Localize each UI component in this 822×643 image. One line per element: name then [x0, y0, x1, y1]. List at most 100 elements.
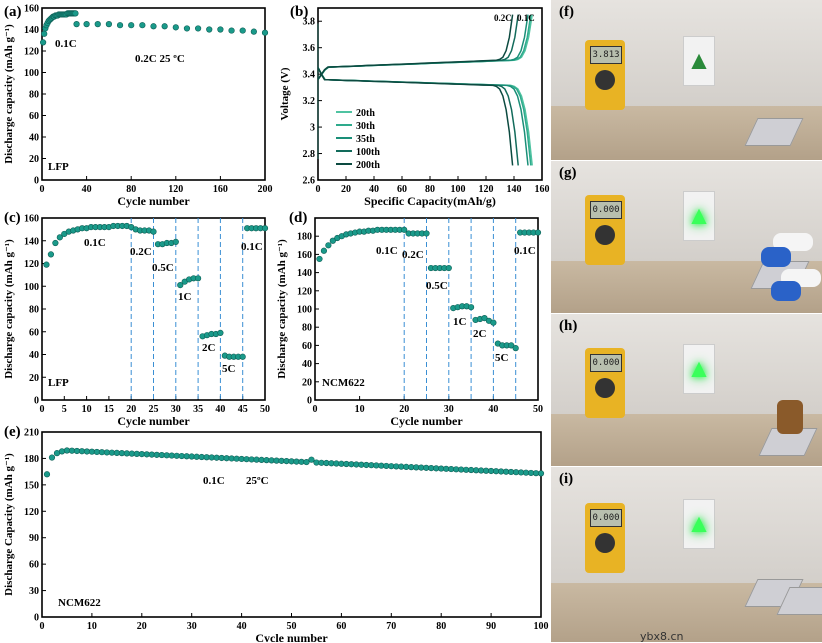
- data-point-0.2C: [139, 22, 146, 29]
- tree-icon: ▲: [686, 201, 712, 230]
- data-point: [43, 261, 50, 268]
- legend-entry: 35th: [356, 134, 375, 145]
- charge-curve-20th: [317, 14, 533, 80]
- y-tick-label: 140: [24, 236, 39, 247]
- x-tick-label: 40: [237, 621, 247, 632]
- y-axis-label: Voltage (V): [279, 67, 291, 120]
- multimeter-dial: [595, 533, 615, 553]
- annotation: 0.2C 25 ºC: [135, 53, 185, 65]
- discharge-curve-200th: [317, 67, 514, 166]
- x-tick-label: 30: [171, 404, 181, 415]
- y-tick-label: 40: [29, 350, 39, 361]
- data-point: [48, 454, 56, 461]
- x-tick-label: 15: [104, 404, 114, 415]
- plot-frame: [41, 7, 266, 181]
- data-point: [490, 319, 497, 326]
- x-tick-label: 50: [287, 621, 297, 632]
- data-point-0.2C: [116, 22, 124, 29]
- y-tick-label: 3.2: [303, 96, 316, 107]
- y-tick-label: 180: [297, 232, 312, 243]
- x-tick-label: 100: [534, 621, 549, 632]
- y-tick-label: 60: [29, 560, 39, 571]
- data-point-0.2C: [172, 24, 179, 31]
- x-tick-label: 160: [213, 184, 228, 195]
- y-tick-label: 120: [24, 507, 39, 518]
- annotation: NCM622: [58, 597, 101, 609]
- x-tick-label: 40: [215, 404, 225, 415]
- y-tick-label: 3: [310, 123, 315, 134]
- x-tick-label: 60: [336, 621, 346, 632]
- annotation: 5C: [495, 352, 509, 364]
- y-tick-label: 3.8: [303, 17, 316, 28]
- x-tick-label: 160: [535, 184, 550, 195]
- annotation: 2C: [473, 328, 487, 340]
- y-axis-label: Discharge Capacity (mAh g⁻¹): [3, 453, 15, 596]
- annotation: 0.2C: [402, 249, 424, 261]
- x-tick-label: 30: [187, 621, 197, 632]
- x-tick-label: 25: [149, 404, 159, 415]
- data-point: [423, 230, 430, 237]
- data-point-0.2C: [239, 27, 246, 34]
- x-tick-label: 0: [40, 184, 45, 195]
- annotation: 0.1C: [241, 241, 263, 253]
- annotation: 5C: [222, 363, 236, 375]
- x-tick-label: 50: [260, 404, 270, 415]
- y-tick-label: 40: [302, 359, 312, 370]
- panel-label: (e): [4, 424, 21, 440]
- y-tick-label: 60: [302, 341, 312, 352]
- y-axis-label: Discharge capacity (mAh g⁻¹): [3, 239, 15, 379]
- panel-label: (h): [559, 318, 578, 334]
- y-tick-label: 80: [29, 90, 39, 101]
- legend-entry: 200th: [356, 160, 380, 171]
- data-point-0.2C: [150, 23, 157, 30]
- multimeter: 3.813: [585, 40, 625, 110]
- y-tick-label: 80: [29, 305, 39, 316]
- y-axis-label: Discharge capacity (mAh g⁻¹): [3, 24, 15, 164]
- annotation: 0.1C: [55, 38, 77, 50]
- data-point: [58, 448, 66, 455]
- annotation: 2C: [202, 342, 216, 354]
- watermark: ybx8.cn: [640, 630, 684, 643]
- x-tick-label: 10: [355, 404, 365, 415]
- multimeter-dial: [595, 378, 615, 398]
- y-tick-label: 120: [297, 286, 312, 297]
- data-point-0.2C: [183, 25, 191, 32]
- x-tick-label: 60: [397, 184, 407, 195]
- y-tick-label: 140: [24, 25, 39, 36]
- legend-entry: 100th: [356, 147, 380, 158]
- data-point: [43, 471, 51, 478]
- multimeter: 0.000: [585, 503, 625, 573]
- data-point: [325, 242, 332, 249]
- data-point-0.2C: [161, 23, 168, 30]
- data-point: [303, 458, 310, 466]
- data-point-0.2C: [261, 29, 269, 36]
- data-point: [47, 251, 55, 258]
- x-axis-label: Cycle number: [255, 631, 328, 642]
- y-tick-label: 20: [302, 377, 312, 388]
- data-point: [195, 275, 202, 282]
- y-tick-label: 160: [24, 214, 39, 225]
- y-tick-label: 150: [24, 480, 39, 491]
- lab-coat-sleeve: [773, 233, 813, 251]
- data-point-0.2C: [105, 21, 112, 28]
- data-point: [52, 239, 59, 247]
- y-tick-label: 60: [29, 111, 39, 122]
- x-tick-label: 45: [238, 404, 248, 415]
- panel-label: (a): [4, 4, 22, 20]
- photo-panel-f: 3.813 ▲ (f): [551, 0, 822, 160]
- led-tree-box: ▲: [683, 499, 715, 549]
- x-tick-label: 20: [126, 404, 136, 415]
- y-tick-label: 80: [302, 323, 312, 334]
- x-tick-label: 0: [40, 404, 45, 415]
- data-point: [261, 225, 269, 232]
- plot-frame: [317, 7, 543, 181]
- data-point: [239, 353, 246, 360]
- x-tick-label: 120: [168, 184, 183, 195]
- data-point-0.1C: [40, 39, 47, 46]
- photo-panel-h: 0.000 ▲ (h): [551, 314, 822, 466]
- y-axis-label: Discharge capacity (mAh g⁻¹): [276, 239, 288, 379]
- annotation: 0.1C: [376, 245, 398, 257]
- annotation: 1C: [453, 316, 467, 328]
- photo-panel-g: 0.000 ▲ (g): [551, 161, 822, 313]
